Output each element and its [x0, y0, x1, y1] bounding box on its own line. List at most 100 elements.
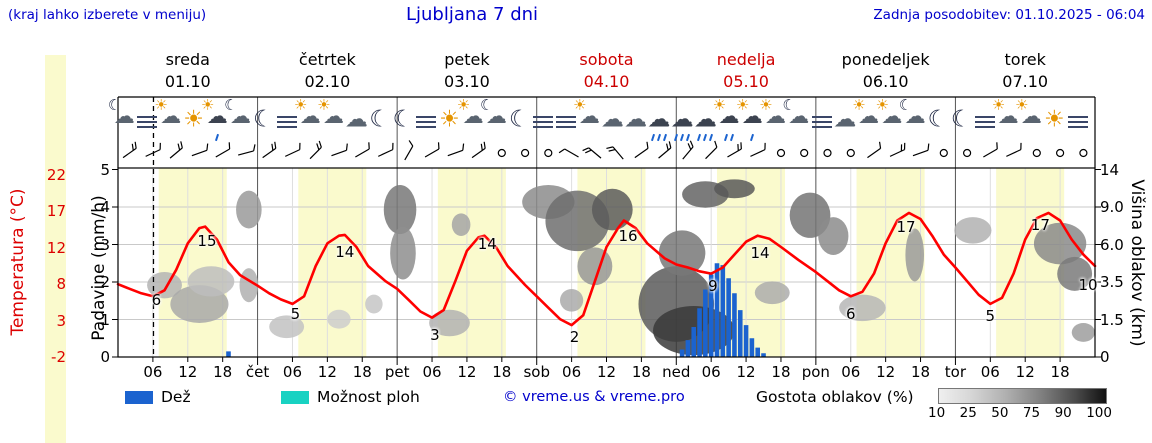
cloud-density-blob — [1071, 322, 1095, 342]
copyright-link[interactable]: © vreme.us & vreme.pro — [503, 389, 685, 405]
density-tick-label: 75 — [1022, 405, 1041, 421]
barb-group — [404, 140, 414, 161]
wind-barb-icon — [682, 140, 694, 160]
wind-barb-icon — [404, 140, 414, 161]
rain-bar — [761, 353, 766, 357]
barb-group — [606, 146, 624, 160]
barb-tick — [689, 140, 694, 148]
barb-tick — [159, 142, 161, 150]
barb-tick — [687, 143, 692, 150]
barb-tick — [606, 146, 614, 150]
rain-legend-label: Dež — [161, 388, 191, 406]
wind-barb-icon — [238, 144, 256, 156]
barb-group — [682, 140, 694, 160]
rain-bar — [679, 349, 685, 357]
barb-staff — [682, 146, 694, 160]
barb-staff — [238, 150, 254, 156]
cloud-density-blob — [658, 230, 706, 276]
barb-group — [705, 140, 718, 160]
barb-staff — [262, 147, 277, 159]
barb-group — [122, 141, 137, 159]
wind-barb-icon — [424, 142, 440, 158]
barb-tick — [878, 141, 882, 149]
barb-tick — [271, 143, 274, 151]
wind-barb-icon — [262, 141, 277, 159]
barb-staff — [750, 149, 766, 157]
wind-barb-icon — [889, 142, 906, 157]
barb-group — [215, 142, 231, 158]
barb-tick — [253, 144, 256, 152]
calm-wind-icon — [1079, 148, 1088, 158]
rain-bar — [755, 347, 761, 357]
barb-staff — [355, 148, 370, 158]
barb-group — [262, 141, 277, 159]
barb-staff — [588, 147, 602, 159]
barb-staff — [284, 149, 301, 157]
barb-staff — [309, 146, 322, 160]
barb-staff — [867, 147, 881, 159]
calm-wind-icon — [544, 148, 553, 158]
barb-tick — [134, 141, 137, 149]
barb-staff — [145, 149, 161, 157]
cloud-density-blob — [429, 309, 470, 337]
barb-group — [634, 141, 649, 159]
cloud-density-blob — [383, 185, 417, 235]
calm-circle — [776, 148, 786, 158]
calm-circle — [1079, 148, 1088, 158]
page-title: Ljubljana 7 dni — [405, 4, 539, 25]
calm-circle — [544, 148, 553, 158]
barb-tick — [927, 143, 930, 151]
barb-group — [284, 142, 301, 157]
rain-bar — [703, 289, 708, 357]
cloud-density-blob — [327, 309, 351, 329]
rain-bar — [714, 263, 720, 357]
barb-tick — [368, 142, 370, 150]
cloud-density-blob — [187, 266, 235, 297]
temperature-curve — [116, 211, 1097, 327]
cloud-density-blob — [451, 213, 471, 237]
barb-group — [1006, 142, 1022, 157]
cloud-density-blob — [839, 294, 886, 322]
cloud-density-blob — [905, 228, 925, 282]
barb-staff — [612, 146, 624, 160]
barb-tick — [1020, 142, 1022, 150]
cloud-density-ticks: 10 25 50 75 90 100 — [928, 405, 1112, 421]
rain-bar — [749, 338, 755, 357]
barb-staff — [889, 149, 905, 157]
barb-tick — [316, 143, 320, 151]
barb-staff — [377, 149, 394, 157]
barb-group — [658, 141, 672, 159]
barb-staff — [215, 148, 230, 158]
rain-bar — [226, 351, 231, 357]
rain-bar — [708, 274, 714, 357]
barb-tick — [996, 142, 998, 150]
density-tick-label: 90 — [1054, 405, 1072, 421]
barb-group — [889, 142, 906, 157]
cloud-density-blob — [714, 179, 755, 199]
calm-wind-icon — [823, 148, 832, 158]
barb-tick — [740, 142, 742, 150]
density-tick-label: 10 — [928, 405, 946, 421]
barb-tick — [228, 142, 231, 150]
barb-staff — [122, 147, 137, 159]
wind-barb-icon — [471, 141, 486, 159]
barb-group — [169, 141, 183, 159]
rain-bar — [685, 340, 691, 357]
barb-tick — [345, 143, 348, 151]
wind-barb-icon — [377, 142, 394, 157]
rain-bar — [732, 293, 737, 357]
rain-bar — [726, 278, 731, 357]
wind-barb-icon — [582, 147, 602, 159]
calm-circle — [1055, 148, 1065, 158]
barb-tick — [462, 143, 465, 151]
cloud-density-blob — [818, 217, 849, 255]
wind-barb-icon — [122, 141, 137, 159]
barb-group — [238, 144, 256, 156]
barb-group — [355, 142, 370, 158]
barb-group — [582, 147, 602, 159]
cloud-density-gradient — [938, 388, 1107, 404]
barb-tick — [483, 141, 486, 149]
calm-circle — [497, 148, 506, 158]
barb-group — [558, 148, 579, 158]
